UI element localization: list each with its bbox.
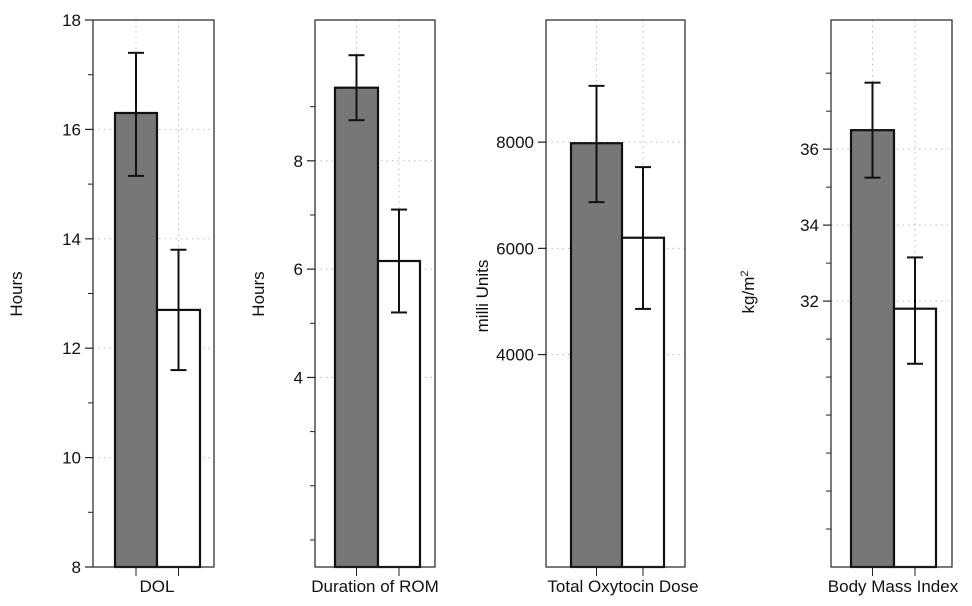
y-tick-label: 4 — [294, 368, 303, 387]
plot-frame — [545, 19, 686, 568]
x-axis-label: Body Mass Index — [828, 577, 959, 596]
y-tick-label: 8 — [294, 152, 303, 171]
y-tick-label: 16 — [62, 120, 81, 139]
bar-group-1 — [849, 129, 896, 569]
y-tick-label: 12 — [62, 339, 81, 358]
y-tick-label: 6 — [294, 260, 303, 279]
y-tick-label: 6000 — [496, 239, 534, 258]
y-axis-label: Hours — [7, 271, 26, 316]
y-tick-label: 4000 — [496, 346, 534, 365]
bar-group-1 — [113, 111, 159, 569]
y-axis-label: milli Units — [473, 260, 492, 333]
x-axis-label: Duration of ROM — [311, 577, 439, 596]
plot-frame — [830, 19, 953, 568]
x-axis-label: DOL — [140, 577, 175, 596]
y-tick-label: 34 — [800, 216, 819, 235]
y-axis-label: Hours — [249, 271, 268, 316]
y-tick-label: 14 — [62, 230, 81, 249]
bar-group-1 — [333, 86, 380, 569]
y-axis-label-superscript: 2 — [739, 271, 751, 277]
x-axis-label: Total Oxytocin Dose — [547, 577, 698, 596]
y-tick-label: 36 — [800, 140, 819, 159]
y-axis-label: kg/m2 — [739, 271, 758, 314]
y-tick-label: 10 — [62, 449, 81, 468]
bar-group-1 — [569, 142, 624, 569]
y-tick-label: 18 — [62, 11, 81, 30]
plot-frame — [314, 19, 436, 568]
y-tick-label: 8000 — [496, 133, 534, 152]
y-tick-label: 32 — [800, 292, 819, 311]
y-tick-label: 8 — [72, 558, 81, 577]
